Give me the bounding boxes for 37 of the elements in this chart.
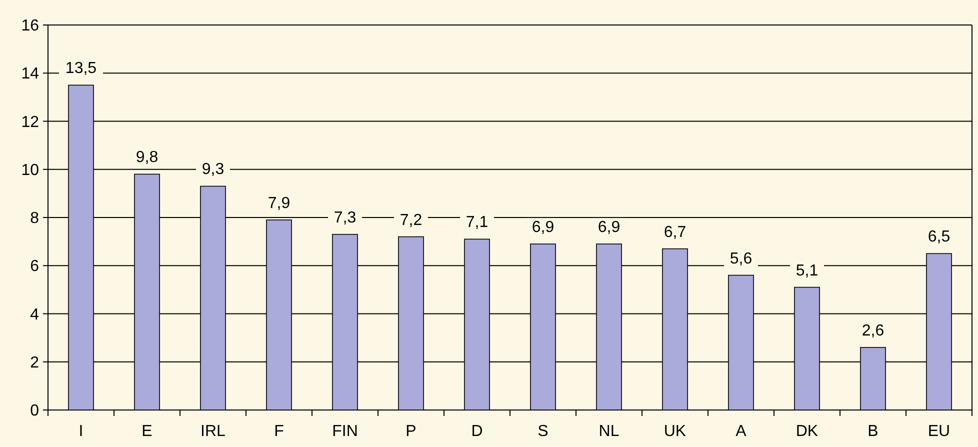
x-tick-label: F [274,423,284,440]
data-label: 5,6 [730,250,752,268]
data-label: 7,1 [466,214,488,232]
x-tick-label: I [78,423,84,440]
data-label: 7,2 [400,212,422,229]
data-label: 5,1 [796,262,818,280]
data-label: 7,3 [334,209,356,226]
y-tick-label: 14 [21,66,40,83]
x-tick-label: B [868,423,878,440]
x-tick-label: UK [664,423,686,440]
x-tick-label: FIN [332,423,358,440]
data-label: 9,3 [202,161,224,178]
x-tick-label: NL [598,423,620,440]
y-tick-label: 6 [30,258,40,276]
y-tick-label: 10 [21,162,40,179]
x-tick-label: E [142,423,152,440]
x-tick-label: EU [928,423,950,440]
data-label: 6,5 [928,228,950,246]
x-tick-label: DK [796,423,818,440]
data-label: 6,9 [598,218,620,236]
y-tick-label: 0 [30,402,40,420]
y-tick-label: 2 [30,354,40,372]
y-tick-label: 12 [21,114,40,131]
data-label: 7,9 [268,194,290,212]
data-label: 13,5 [65,60,97,78]
data-label: 2,6 [862,322,884,340]
x-tick-label: A [736,423,747,440]
data-label: 6,9 [532,218,554,236]
data-label: 9,8 [136,149,158,166]
y-tick-label: 8 [30,210,40,228]
y-tick-label: 16 [21,18,40,35]
x-tick-label: P [406,423,416,440]
y-tick-label: 4 [30,306,40,324]
x-tick-label: D [471,423,483,440]
data-label: 6,7 [664,224,686,241]
x-tick-label: S [538,423,548,440]
x-tick-label: IRL [200,423,226,440]
